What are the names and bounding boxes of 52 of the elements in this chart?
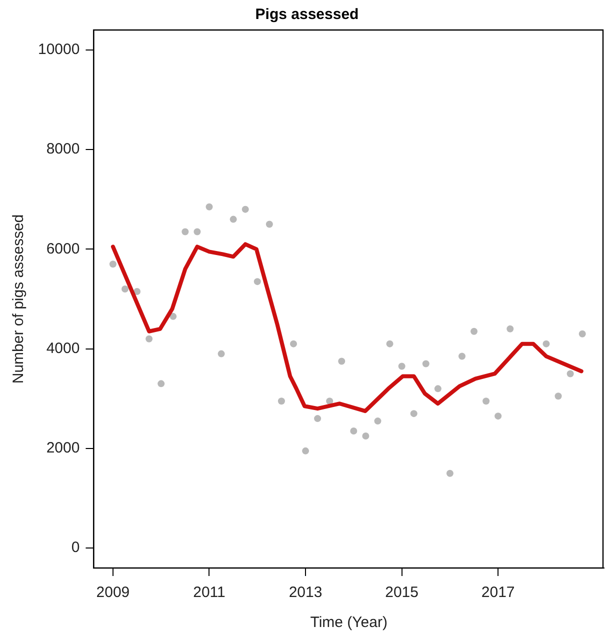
y-tick-label: 8000 (46, 140, 80, 158)
point (350, 428, 358, 435)
x-tick-label: 2017 (481, 584, 515, 602)
point (314, 415, 322, 422)
point (254, 278, 261, 286)
point (218, 350, 225, 358)
y-tick-label: 2000 (46, 440, 80, 457)
point (326, 398, 334, 405)
x-tick-label: 2011 (193, 584, 226, 602)
point (278, 398, 285, 405)
y-tick-label: 4000 (46, 340, 80, 357)
point (146, 335, 153, 342)
point (158, 380, 165, 388)
point (230, 216, 237, 223)
y-tick-label: 10000 (38, 41, 80, 58)
point (422, 360, 430, 368)
point (109, 260, 116, 268)
point (170, 312, 177, 320)
x-tick-label: 2015 (385, 584, 418, 602)
point (458, 352, 466, 360)
point (386, 340, 394, 348)
point (410, 410, 418, 418)
point (266, 220, 273, 228)
chart-title: Pigs assessed (255, 6, 359, 24)
x-axis-title: Time (Year) (310, 614, 388, 632)
x-tick-label: 2013 (288, 584, 322, 602)
point (182, 228, 189, 236)
point (578, 330, 586, 338)
point (506, 325, 514, 332)
point (554, 392, 562, 400)
y-axis-title: Number of pigs assessed (10, 214, 28, 384)
point (470, 328, 478, 335)
x-tick-label: 2009 (96, 584, 130, 602)
point (302, 447, 310, 454)
point (134, 288, 141, 296)
point (362, 432, 370, 440)
point (482, 398, 490, 405)
point (542, 340, 550, 348)
point (290, 340, 297, 348)
point (194, 228, 201, 236)
point (566, 370, 574, 378)
point (242, 206, 249, 213)
point (122, 286, 129, 293)
y-tick-label: 0 (71, 539, 80, 556)
point (446, 470, 454, 477)
point (398, 362, 406, 370)
point (206, 203, 213, 210)
point (338, 358, 346, 365)
point (374, 418, 382, 425)
point (434, 385, 442, 392)
y-tick-label: 6000 (46, 240, 80, 258)
point (494, 412, 502, 420)
